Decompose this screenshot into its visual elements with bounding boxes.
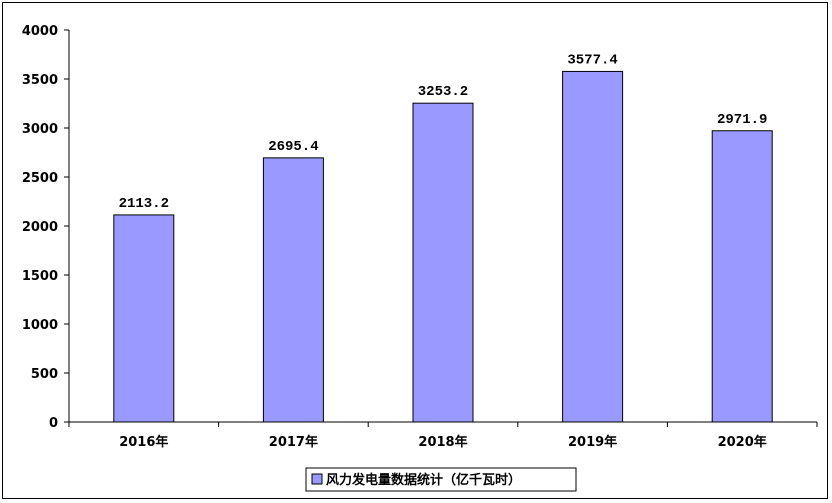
bar [262, 157, 324, 423]
bar [562, 70, 624, 423]
x-tick-label: 2018年 [418, 434, 467, 450]
y-tick-label: 3500 [22, 73, 58, 88]
y-tick-label: 1500 [22, 269, 58, 284]
x-tick-label: 2017年 [269, 434, 318, 450]
x-tick-label: 2019年 [568, 434, 617, 450]
bars [113, 70, 773, 423]
data-label: 2695.4 [268, 139, 318, 155]
data-labels: 2113.2 2695.4 3253.2 3577.4 2971.9 [119, 52, 768, 211]
data-label: 3577.4 [567, 52, 617, 68]
legend-box [305, 467, 577, 492]
bar [711, 130, 773, 423]
bar [412, 102, 474, 423]
data-label: 2113.2 [119, 196, 169, 212]
legend-label: 风力发电量数据统计（亿千瓦时） [326, 472, 521, 488]
x-axis: 2016年 2017年 2018年 2019年 2020年 [68, 421, 818, 450]
legend: 风力发电量数据统计（亿千瓦时） [305, 467, 577, 492]
y-axis: 0 500 1000 1500 2000 2500 3000 3500 4000 [22, 24, 70, 431]
y-tick-label: 0 [49, 416, 58, 431]
x-tick-label: 2020年 [718, 434, 767, 450]
y-tick-label: 2000 [22, 220, 58, 235]
legend-swatch [311, 473, 323, 485]
y-tick-label: 3000 [22, 122, 58, 137]
data-label: 2971.9 [717, 112, 767, 128]
y-tick-label: 500 [31, 367, 58, 382]
y-tick-label: 1000 [22, 318, 58, 333]
y-tick-label: 2500 [22, 171, 58, 186]
y-tick-label: 4000 [22, 24, 58, 39]
data-label: 3253.2 [418, 84, 468, 100]
bar [113, 214, 175, 423]
x-tick-label: 2016年 [119, 434, 168, 450]
